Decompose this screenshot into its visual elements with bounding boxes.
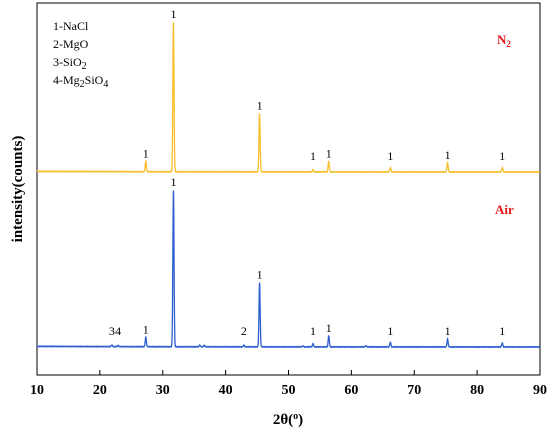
x-tick-label: 40 — [219, 383, 233, 398]
series-line-air — [36, 190, 541, 349]
x-tick-label: 30 — [156, 383, 170, 398]
peak-label: 1 — [326, 147, 332, 161]
x-tick-label: 80 — [470, 383, 484, 398]
peak-label: 1 — [310, 324, 316, 338]
series-line-n2 — [36, 22, 541, 174]
peak-label: 1 — [170, 7, 176, 21]
legend-entry: 1-NaCl — [53, 19, 89, 33]
peak-label: 1 — [499, 324, 505, 338]
peak-label: 1 — [143, 147, 149, 161]
legend-entry: 3-SiO2 — [53, 55, 87, 72]
peak-label: 1 — [257, 268, 263, 282]
y-axis-label: intensity(counts) — [10, 136, 26, 243]
peak-label: 1 — [387, 324, 393, 338]
peak-label: 1 — [445, 148, 451, 162]
legend-entry: 4-Mg2SiO4 — [53, 73, 108, 90]
x-tick-label: 70 — [407, 383, 421, 398]
legend-entry: 2-MgO — [53, 37, 89, 51]
peak-label: 3 — [109, 324, 115, 338]
peak-label: 1 — [499, 149, 505, 163]
x-tick-label: 50 — [282, 383, 296, 398]
x-tick-label: 90 — [533, 383, 547, 398]
peak-label: 1 — [170, 175, 176, 189]
series-label-air: Air — [495, 202, 514, 217]
peak-label: 1 — [257, 99, 263, 113]
peak-label: 1 — [143, 323, 149, 337]
peak-label: 1 — [387, 149, 393, 163]
series-label-n2: N2 — [497, 32, 511, 49]
plot-frame — [36, 2, 541, 376]
series-group — [36, 22, 541, 349]
x-axis-label: 2θ(o) — [273, 411, 303, 428]
x-tick-label: 10 — [30, 383, 44, 398]
legend: 1-NaCl 2-MgO 3-SiO2 4-Mg2SiO4 — [53, 19, 108, 90]
x-axis-ticks: 10 20 30 40 50 60 70 80 90 — [30, 370, 547, 398]
peak-label: 1 — [326, 321, 332, 335]
peak-label: 4 — [115, 324, 121, 338]
peak-label: 2 — [241, 324, 247, 338]
peak-label: 1 — [310, 149, 316, 163]
peak-label: 1 — [445, 324, 451, 338]
x-tick-label: 20 — [93, 383, 107, 398]
x-tick-label: 60 — [344, 383, 358, 398]
